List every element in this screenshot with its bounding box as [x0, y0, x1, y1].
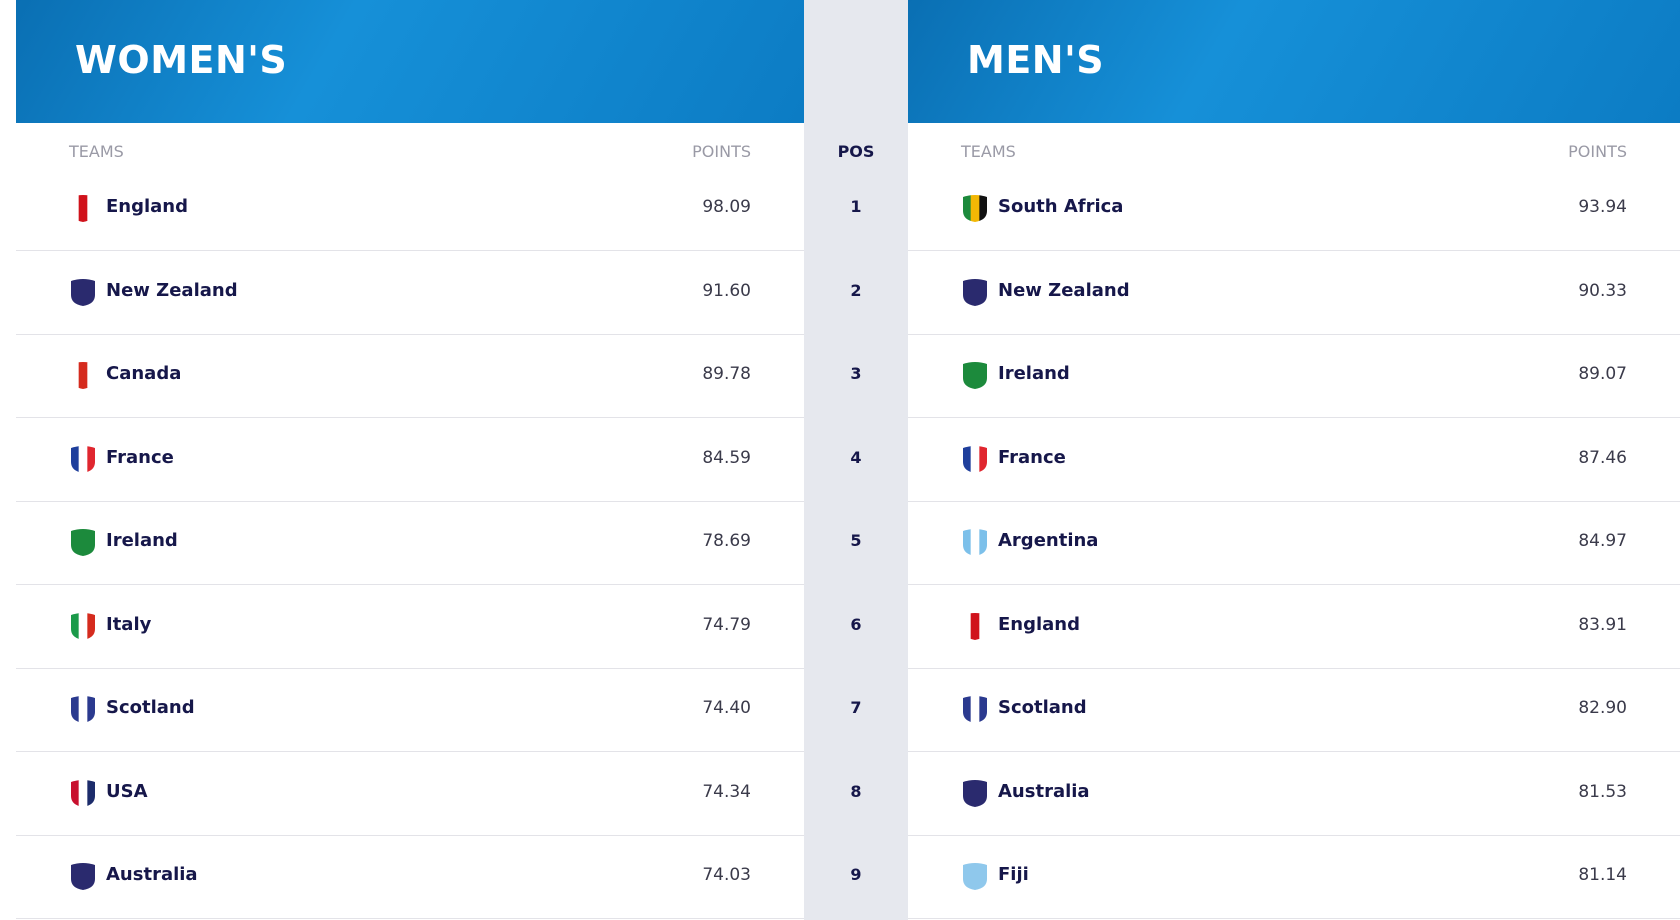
flag-icon	[71, 779, 95, 807]
team-points: 74.03	[702, 865, 751, 885]
position-number: 7	[850, 698, 862, 717]
team-name: Ireland	[998, 363, 1070, 384]
team-name: Fiji	[998, 864, 1029, 885]
team-points: 84.97	[1578, 531, 1627, 551]
flag-icon	[963, 195, 987, 222]
team-name: England	[998, 613, 1081, 635]
team-points: 81.53	[1578, 781, 1627, 802]
ranking-row: Canada 89.78	[16, 333, 804, 418]
team-points: 74.34	[702, 781, 751, 802]
flag-icon	[71, 278, 95, 306]
ranking-row: Scotland 82.90	[908, 667, 1680, 752]
team-name: France	[998, 446, 1066, 468]
flag-icon	[71, 696, 95, 723]
team-name: Australia	[998, 780, 1090, 802]
ranking-row: New Zealand 91.60	[16, 250, 804, 335]
ranking-row: Scotland 74.40	[16, 667, 804, 752]
team-points: 74.79	[702, 614, 751, 635]
team-name: New Zealand	[998, 279, 1130, 301]
pos-header: POS	[837, 142, 875, 161]
team-points: 84.59	[702, 447, 751, 468]
ranking-row: Ireland 78.69	[16, 500, 804, 585]
flag-icon	[963, 863, 987, 890]
team-name: Scotland	[998, 697, 1087, 718]
team-points: 87.46	[1578, 447, 1627, 468]
team-name: USA	[106, 780, 148, 802]
team-points: 98.09	[702, 197, 751, 217]
team-points: 91.60	[702, 280, 751, 301]
ranking-row: Italy 74.79	[16, 584, 804, 669]
team-points: 89.78	[702, 364, 751, 384]
women-header: WOMEN'S	[16, 0, 804, 123]
pos-column: POS 1 2 3 4 5 6 7 8 9	[804, 0, 908, 920]
flag-icon	[963, 696, 987, 723]
team-name: Italy	[106, 613, 152, 635]
ranking-row: England 83.91	[908, 584, 1680, 669]
team-name: Scotland	[106, 697, 195, 718]
team-name: South Africa	[998, 196, 1124, 217]
position-number: 2	[850, 280, 862, 300]
men-header: MEN'S	[908, 0, 1680, 123]
points-header: POINTS	[1568, 142, 1627, 161]
ranking-row: Australia 74.03	[16, 834, 804, 919]
team-points: 81.14	[1578, 865, 1627, 885]
men-panel: MEN'S TEAMS POINTS South Africa 93.94 New …	[908, 0, 1680, 920]
ranking-row: Ireland 89.07	[908, 333, 1680, 418]
flag-icon	[71, 195, 95, 222]
flag-icon	[963, 445, 987, 473]
women-panel: WOMEN'S TEAMS POINTS England 98.09 New Zea…	[16, 0, 804, 920]
position-number: 3	[850, 364, 862, 383]
team-points: 90.33	[1578, 280, 1627, 301]
position-number: 8	[850, 781, 862, 801]
team-name: New Zealand	[106, 279, 238, 301]
flag-icon	[71, 445, 95, 473]
teams-header: TEAMS	[961, 142, 1016, 161]
flag-icon	[963, 612, 987, 640]
ranking-row: Australia 81.53	[908, 751, 1680, 836]
flag-icon	[963, 362, 987, 389]
ranking-row: New Zealand 90.33	[908, 250, 1680, 335]
team-points: 78.69	[702, 531, 751, 551]
teams-header: TEAMS	[69, 142, 124, 161]
team-points: 93.94	[1578, 197, 1627, 217]
flag-icon	[71, 863, 95, 890]
points-header: POINTS	[692, 142, 751, 161]
flag-icon	[71, 612, 95, 640]
team-name: Australia	[106, 864, 198, 885]
ranking-row: Fiji 81.14	[908, 834, 1680, 919]
position-number: 1	[850, 197, 862, 216]
ranking-row: France 87.46	[908, 417, 1680, 502]
position-number: 6	[850, 614, 862, 634]
ranking-row: France 84.59	[16, 417, 804, 502]
ranking-row: USA 74.34	[16, 751, 804, 836]
ranking-row: South Africa 93.94	[908, 166, 1680, 251]
team-points: 82.90	[1578, 698, 1627, 718]
men-title: MEN'S	[967, 38, 1105, 82]
flag-icon	[963, 278, 987, 306]
flag-icon	[963, 779, 987, 807]
flag-icon	[71, 362, 95, 389]
women-title: WOMEN'S	[75, 38, 288, 82]
position-number: 9	[850, 865, 862, 884]
flag-icon	[963, 529, 987, 556]
ranking-row: England 98.09	[16, 166, 804, 251]
flag-icon	[71, 529, 95, 556]
team-name: Ireland	[106, 530, 178, 551]
team-points: 74.40	[702, 698, 751, 718]
position-number: 4	[850, 447, 862, 467]
position-number: 5	[850, 531, 862, 550]
team-name: England	[106, 196, 189, 217]
team-points: 83.91	[1578, 614, 1627, 635]
ranking-row: Argentina 84.97	[908, 500, 1680, 585]
team-name: Canada	[106, 363, 182, 384]
team-points: 89.07	[1578, 364, 1627, 384]
team-name: France	[106, 446, 174, 468]
team-name: Argentina	[998, 530, 1099, 551]
